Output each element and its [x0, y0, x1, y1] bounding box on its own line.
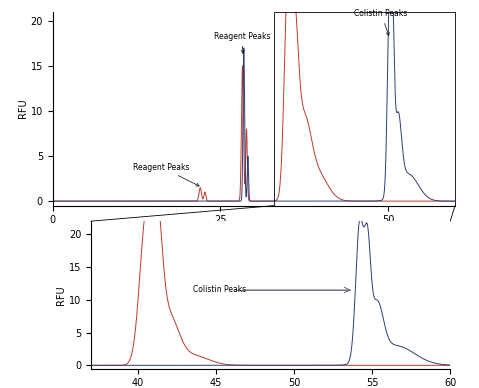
- Y-axis label: RFU: RFU: [18, 99, 28, 118]
- Text: Colistin Peaks: Colistin Peaks: [193, 286, 246, 294]
- Text: Colistin Peaks: Colistin Peaks: [354, 9, 408, 35]
- Text: Reagent Peaks: Reagent Peaks: [133, 163, 199, 186]
- Text: Reagent Peaks: Reagent Peaks: [214, 32, 270, 53]
- X-axis label: Minutes: Minutes: [235, 231, 273, 241]
- Y-axis label: RFU: RFU: [56, 285, 66, 305]
